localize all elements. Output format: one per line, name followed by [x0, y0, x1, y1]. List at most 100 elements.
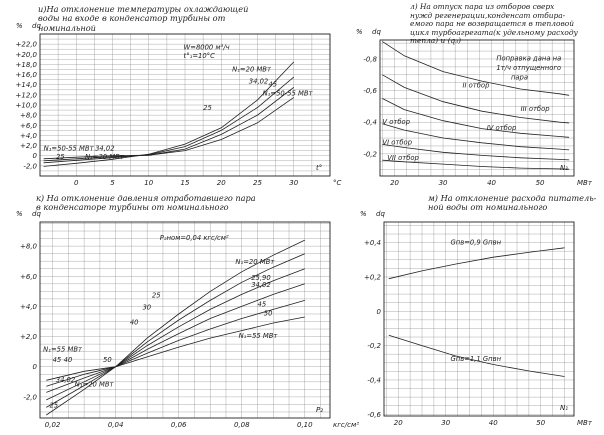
chart-panel-1: 0 5 10 15 20 25 30 -2,0 0 +2,0 +4,0 +6,0 +8,0 +10,0 +1… — [16, 22, 342, 187]
curve-label: V отбор — [382, 118, 410, 126]
caption-line: и)На отклонение температуры охлаждающей — [38, 4, 249, 14]
series-line — [382, 74, 570, 124]
curve-label: P₂ном=0,04 кгс/см² — [160, 234, 229, 242]
series-line — [46, 253, 305, 408]
curve-label: Gпв=0,9 Gпвн — [451, 238, 502, 246]
series-line — [46, 300, 305, 387]
y-tick-label: -2,0 — [23, 393, 37, 401]
x-unit-label: МВт — [577, 419, 593, 427]
x-tick-label: 15 — [181, 179, 190, 187]
x-tick-label: 20 — [394, 419, 403, 427]
y-tick-label: 0 — [377, 308, 382, 316]
caption-line: м) На отклонение расхода питатель- — [428, 193, 597, 203]
caption-line: воды на входе в конденсатор турбины от — [38, 13, 226, 24]
series-line — [382, 41, 570, 96]
curve-label: N₁=20 МВт — [75, 380, 115, 388]
curve-label: 40 — [130, 319, 139, 327]
curve-label: 34,02 — [251, 281, 270, 289]
x-tick-label: 0,10 — [297, 421, 313, 429]
y-tick-label: -2,0 — [23, 162, 37, 170]
curve-label: III отбор — [521, 105, 550, 113]
curve-label: 45 — [268, 81, 277, 89]
y-tick-label: +10,0 — [16, 102, 38, 110]
curve-label: 40 — [64, 356, 73, 364]
x-tick-label: 30 — [289, 179, 298, 187]
plot-frame — [39, 221, 331, 419]
y-tick-label: +6,0 — [20, 273, 38, 281]
y-tick-label: -0,4 — [363, 119, 377, 127]
caption-line: к) На отклонение давления отработавшего … — [36, 193, 256, 203]
y-unit-label: % — [356, 28, 363, 36]
curve-label: N₁=20 МВт — [232, 66, 272, 74]
y-tick-label: -0,6 — [363, 87, 377, 95]
curve-label: пара — [511, 74, 528, 82]
y-axis-label: dq — [372, 28, 381, 36]
curve-label: VII отбор — [387, 154, 419, 162]
y-tick-label: +2,0 — [20, 142, 38, 150]
x-tick-label: 0,08 — [234, 421, 250, 429]
y-unit-label: % — [16, 210, 23, 218]
series-line — [382, 159, 570, 170]
caption-line: тепла) и (q₃) — [410, 36, 462, 46]
curve-label: 25 — [152, 291, 161, 299]
curve-label: 50 — [264, 309, 273, 317]
caption-line: ной воды от номинального — [428, 202, 548, 213]
series-line — [43, 61, 295, 167]
y-tick-label: +14,0 — [16, 81, 38, 89]
y-tick-label: 0 — [33, 363, 38, 371]
caption-line: номинальной — [38, 22, 96, 33]
series-line — [388, 247, 565, 280]
x-tick-label: 50 — [536, 179, 545, 187]
y-tick-label: +2,0 — [20, 333, 38, 341]
curve-label: 34,02 — [95, 145, 114, 153]
caption-l: л) На отпуск пара из отборов сверх нужд … — [410, 2, 578, 46]
curve-label: 25 — [49, 401, 58, 409]
caption-k: к) На отклонение давления отработавшего … — [36, 193, 256, 213]
curve-label: 50 — [103, 356, 112, 364]
x-tick-label: 20 — [390, 179, 399, 187]
curve-label: VI отбор — [382, 138, 412, 146]
caption-m: м) На отклонение расхода питатель- ной в… — [428, 193, 597, 213]
y-tick-label: +4,0 — [20, 132, 38, 140]
series-line — [382, 144, 570, 161]
curve-label: 34,02 — [56, 376, 75, 384]
plot-frame — [39, 33, 331, 177]
y-tick-label: +8,0 — [20, 243, 38, 251]
y-tick-label: -0,8 — [363, 55, 377, 63]
x-axis-label: N₁ — [560, 164, 568, 172]
y-tick-label: +0,2 — [364, 273, 382, 281]
x-tick-label: 30 — [439, 179, 448, 187]
series-line — [46, 283, 305, 393]
series-line — [46, 239, 305, 416]
y-tick-label: +18,0 — [16, 61, 38, 69]
chart-panel-4: 20 30 40 50 -0,6 -0,4 -0,2 0 +0,2 +0,4% dq МВт N₁ Gпв… — [360, 210, 593, 427]
curve-label: 25 — [203, 104, 212, 112]
curve-label: 30 — [142, 303, 151, 311]
curve-label: N₁=50-55 МВт — [263, 89, 314, 97]
curve-label: N₁=20 МВт — [85, 153, 125, 161]
x-tick-label: 30 — [441, 419, 450, 427]
series-line — [382, 98, 570, 138]
curve-label: N₁=50-55 МВт — [44, 145, 95, 153]
x-axis-label: t° — [316, 164, 322, 172]
y-tick-label: +4,0 — [20, 303, 38, 311]
x-axis-label: P₂ — [316, 406, 323, 414]
x-tick-label: 40 — [487, 179, 496, 187]
caption-line: л) На отпуск пара из отборов сверх — [410, 2, 555, 11]
curve-label: 25 — [56, 153, 65, 161]
y-axis-label: dq — [376, 210, 385, 218]
curve-label: 25,90 — [251, 274, 270, 282]
y-tick-label: +12,0 — [16, 91, 38, 99]
y-tick-label: -0,2 — [363, 150, 377, 158]
y-axis-label: dq — [32, 210, 41, 218]
y-tick-label: -0,2 — [367, 342, 381, 350]
y-axis-label: dq — [32, 22, 41, 30]
x-tick-label: 50 — [536, 419, 545, 427]
series-line — [43, 97, 295, 160]
series-line — [388, 334, 565, 377]
y-tick-label: +8,0 — [20, 112, 38, 120]
caption-line: емого пара не возвращается в тепловой — [410, 19, 574, 29]
curve-label: II отбор — [462, 81, 489, 89]
curve-label: 34,02 — [249, 78, 268, 86]
